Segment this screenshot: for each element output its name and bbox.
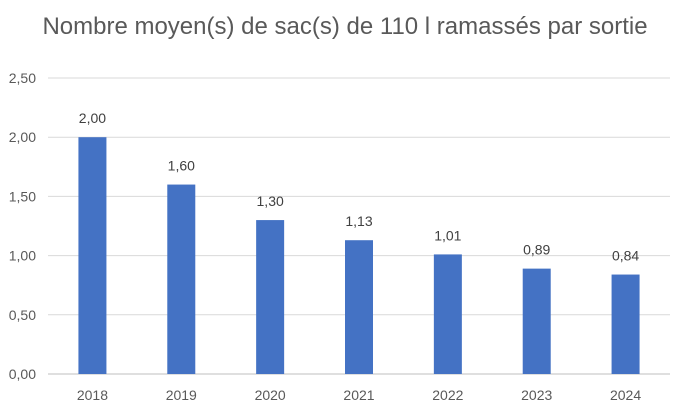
data-label: 0,89 <box>523 242 550 258</box>
x-tick-label: 2019 <box>166 387 197 403</box>
x-axis-tick-labels: 2018 2019 2020 2021 2022 2023 2024 <box>77 387 642 403</box>
y-tick-label: 1,00 <box>9 248 36 264</box>
bar <box>345 240 373 374</box>
data-label: 1,60 <box>168 158 195 174</box>
bars <box>78 137 640 374</box>
chart-title: Nombre moyen(s) de sac(s) de 110 l ramas… <box>42 13 648 40</box>
data-label: 1,13 <box>345 213 372 229</box>
x-tick-label: 2023 <box>521 387 552 403</box>
x-tick-label: 2020 <box>255 387 286 403</box>
data-labels: 2,00 1,60 1,30 1,13 1,01 0,89 0,84 <box>79 110 640 263</box>
bar <box>611 274 640 374</box>
bar <box>256 220 285 374</box>
x-tick-label: 2018 <box>77 387 108 403</box>
bar <box>433 254 462 374</box>
x-tick-label: 2024 <box>610 387 641 403</box>
y-tick-label: 2,00 <box>9 129 36 145</box>
y-tick-label: 0,00 <box>9 366 36 382</box>
y-tick-label: 2,50 <box>9 70 36 86</box>
data-label: 1,30 <box>257 193 284 209</box>
x-tick-label: 2022 <box>432 387 463 403</box>
bar <box>522 268 551 374</box>
bar <box>78 137 107 374</box>
bar <box>167 184 196 374</box>
data-label: 1,01 <box>434 227 461 243</box>
y-tick-label: 1,50 <box>9 188 36 204</box>
y-axis-tick-labels: 0,00 0,50 1,00 1,50 2,00 2,50 <box>9 70 36 382</box>
data-label: 2,00 <box>79 110 106 126</box>
x-tick-label: 2021 <box>343 387 374 403</box>
data-label: 0,84 <box>612 248 639 264</box>
y-tick-label: 0,50 <box>9 307 36 323</box>
